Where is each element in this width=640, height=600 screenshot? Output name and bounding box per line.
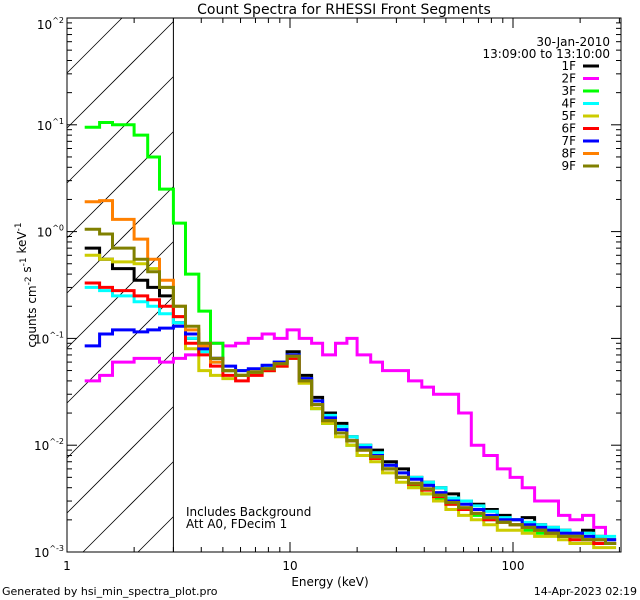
series-line-7F bbox=[84, 324, 617, 542]
x-tick-label: 10 bbox=[282, 559, 297, 573]
series-line-2F bbox=[84, 328, 617, 545]
x-axis-label: Energy (keV) bbox=[291, 575, 368, 589]
legend-label-1F: 1F bbox=[561, 59, 576, 73]
x-tick-label: 1 bbox=[63, 559, 71, 573]
x-tick-label: 100 bbox=[502, 559, 525, 573]
series-line-4F bbox=[84, 285, 617, 538]
legend-label-5F: 5F bbox=[561, 109, 576, 123]
annotation-attenuator: Att A0, FDecim 1 bbox=[186, 517, 287, 531]
chart-title: Count Spectra for RHESSI Front Segments bbox=[197, 2, 491, 18]
y-axis-label: counts cm-2 s-1 keV-1 bbox=[14, 222, 39, 347]
hatch-line bbox=[66, 17, 123, 74]
series-line-3F bbox=[84, 121, 617, 545]
y-tick-label: 10^-2 bbox=[34, 437, 64, 453]
hatch-line bbox=[66, 351, 174, 459]
hatch-line bbox=[66, 21, 174, 129]
annotation-background: Includes Background bbox=[186, 505, 311, 519]
y-tick-label: 10^0 bbox=[37, 224, 64, 240]
shaded-region bbox=[66, 17, 174, 553]
y-tick-label: 10^2 bbox=[37, 16, 64, 32]
series-line-9F bbox=[84, 227, 617, 545]
series-line-6F bbox=[84, 281, 617, 545]
hatch-line bbox=[137, 516, 174, 553]
legend-label-2F: 2F bbox=[561, 72, 576, 86]
legend-label-6F: 6F bbox=[561, 122, 576, 136]
legend-label-3F: 3F bbox=[561, 84, 576, 98]
plot-frame bbox=[66, 17, 622, 553]
hatch-line bbox=[66, 296, 174, 404]
hatch-line bbox=[66, 186, 174, 294]
legend-label-9F: 9F bbox=[561, 159, 576, 173]
legend-label-4F: 4F bbox=[561, 97, 576, 111]
y-tick-label: 10^-3 bbox=[34, 544, 64, 560]
series-line-1F bbox=[84, 246, 617, 542]
footer-timestamp: 14-Apr-2023 02:19 bbox=[534, 585, 637, 598]
hatch-line bbox=[82, 461, 174, 553]
date-label: 30-Jan-2010 bbox=[536, 35, 610, 49]
legend-label-8F: 8F bbox=[561, 147, 576, 161]
series-line-8F bbox=[84, 199, 617, 545]
legend-label-7F: 7F bbox=[561, 134, 576, 148]
hatch-line bbox=[66, 76, 174, 184]
hatch-line bbox=[66, 406, 174, 514]
hatch-line bbox=[66, 131, 174, 239]
footer-generated-by: Generated by hsi_min_spectra_plot.pro bbox=[2, 585, 218, 598]
time-range-label: 13:09:00 to 13:10:00 bbox=[483, 47, 610, 61]
series-line-5F bbox=[84, 253, 617, 550]
y-tick-label: 10^1 bbox=[37, 117, 64, 133]
series-group bbox=[84, 121, 617, 550]
